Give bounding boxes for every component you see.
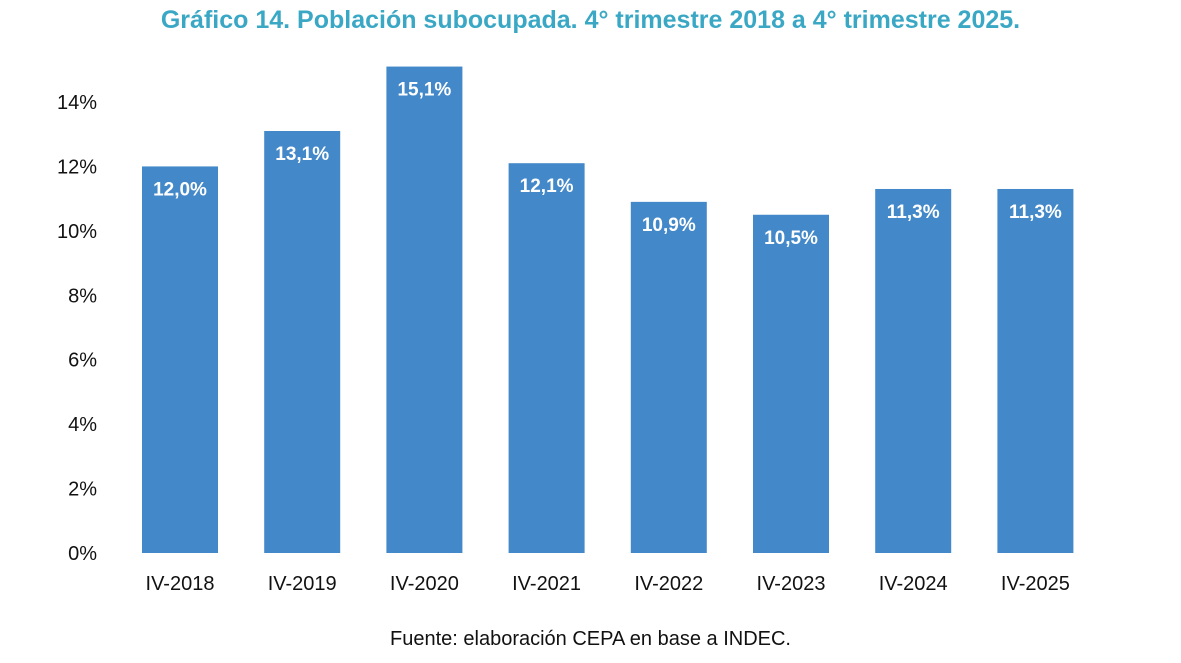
bar-IV-2018 <box>142 166 218 553</box>
data-label: 11,3% <box>1009 202 1062 223</box>
data-label: 13,1% <box>275 144 329 165</box>
bar-IV-2020 <box>386 66 463 554</box>
x-tick-label: IV-2018 <box>146 573 215 595</box>
y-tick-label: 4% <box>68 414 97 436</box>
bar-IV-2024 <box>875 188 952 553</box>
bar-IV-2019 <box>264 130 341 553</box>
data-label: 12,0% <box>153 179 207 200</box>
data-label: 10,9% <box>642 215 696 236</box>
y-tick-label: 12% <box>57 156 97 178</box>
x-tick-label: IV-2020 <box>390 573 459 595</box>
data-label: 12,1% <box>520 176 574 197</box>
source-note: Fuente: elaboración CEPA en base a INDEC… <box>390 628 791 650</box>
x-tick-label: IV-2023 <box>757 573 826 595</box>
y-tick-label: 14% <box>57 92 97 114</box>
bar-IV-2023 <box>753 214 829 553</box>
x-tick-label: IV-2022 <box>634 573 703 595</box>
y-tick-label: 10% <box>57 221 97 243</box>
x-tick-label: IV-2021 <box>512 573 581 595</box>
x-tick-label: IV-2024 <box>879 573 948 595</box>
x-tick-label: IV-2025 <box>1001 573 1070 595</box>
data-label: 11,3% <box>887 202 940 223</box>
y-tick-label: 0% <box>68 543 97 565</box>
bar-IV-2022 <box>630 201 707 553</box>
bar-IV-2025 <box>997 188 1074 553</box>
x-tick-label: IV-2019 <box>268 573 337 595</box>
data-label: 10,5% <box>764 228 818 249</box>
bar-IV-2021 <box>508 163 585 553</box>
y-tick-label: 8% <box>68 285 97 307</box>
y-tick-label: 6% <box>68 350 97 372</box>
chart-title: Gráfico 14. Población subocupada. 4° tri… <box>160 6 1021 34</box>
data-label: 15,1% <box>397 80 451 101</box>
y-tick-label: 2% <box>68 479 97 501</box>
